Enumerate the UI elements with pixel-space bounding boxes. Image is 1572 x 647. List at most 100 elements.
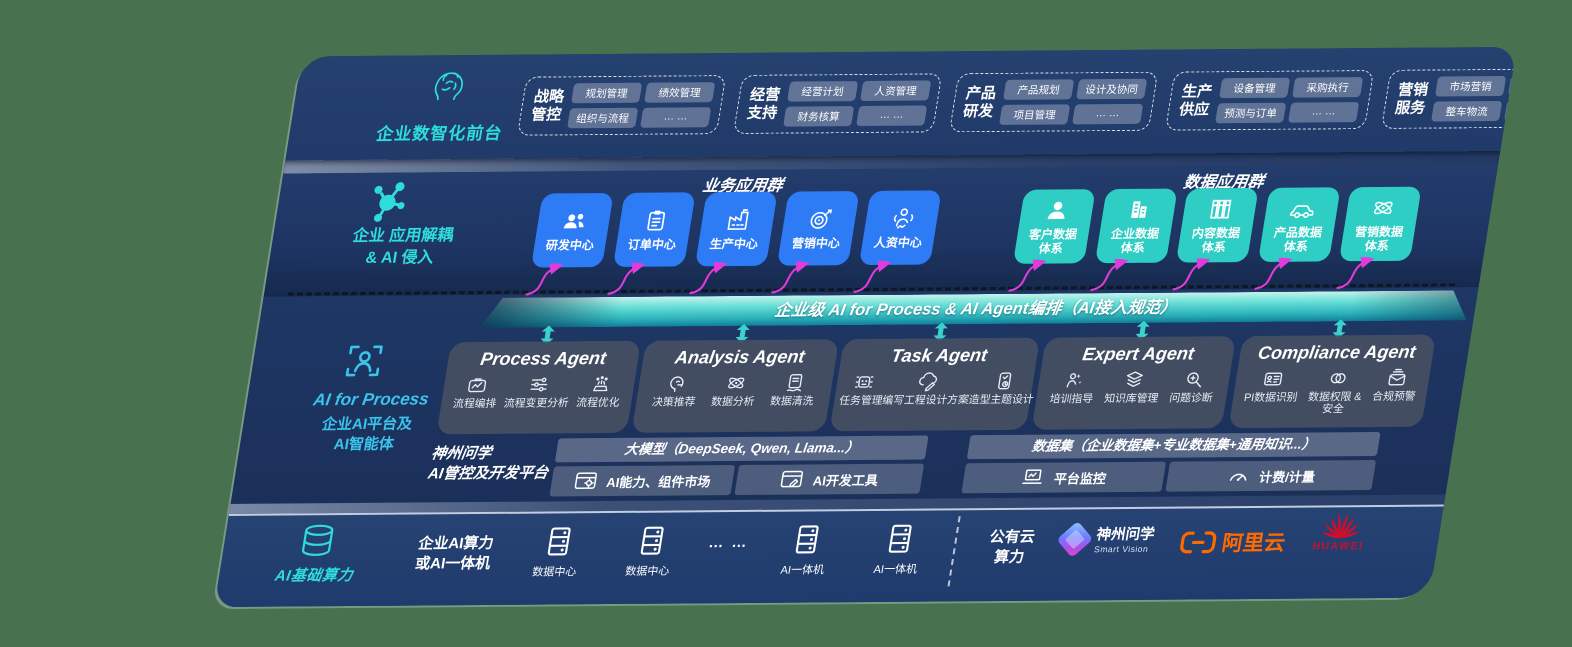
models-bar: 大模型（DeepSeek, Qwen, Llama...）	[554, 435, 929, 463]
agent-item-label: 知识库管理	[1103, 392, 1160, 406]
agent-item: 编写工程设计方案	[881, 370, 973, 407]
double-arrow-icon	[540, 325, 555, 345]
tile-rd-center: 研发中心	[530, 192, 614, 268]
agent-item-label: 编写工程设计方案	[881, 394, 970, 407]
agent-item-label: 流程变更分析	[502, 397, 570, 410]
huawei-petals-icon	[1319, 511, 1363, 539]
cloud-line2: 算力	[992, 549, 1026, 567]
tile-label: 营销中心	[790, 235, 842, 251]
node-label: 数据中心	[531, 566, 578, 579]
window-pen-icon	[778, 467, 806, 491]
decision-icon	[664, 372, 690, 394]
module-pill: 项目管理	[999, 104, 1071, 125]
dataset-bar: 数据集（企业数据集+专业数据集+通用知识...）	[966, 431, 1381, 460]
tile-hr-center: 人资中心	[858, 190, 942, 266]
ellipsis-nodes: … …	[707, 533, 751, 552]
agent-title: Analysis Agent	[673, 346, 807, 368]
module-pill: 整车物流	[1431, 100, 1503, 122]
tile-order-center: 订单中心	[612, 192, 696, 267]
platform-label-line1: 神州问学	[429, 444, 493, 463]
tile-label: 客户数据体系	[1027, 227, 1079, 256]
agent-title: Expert Agent	[1081, 343, 1196, 365]
alicloud-bracket-icon	[1177, 529, 1219, 555]
sliders-icon	[526, 373, 552, 395]
atom-icon	[723, 372, 749, 394]
tile-product-data: 产品数据体系	[1257, 187, 1341, 262]
cell-label: AI开发工具	[811, 472, 880, 488]
platform-label-line2: AI管控及开发平台	[426, 464, 550, 483]
group-label: 产品研发	[961, 84, 998, 120]
gauge-icon	[1225, 464, 1253, 488]
hr-icon	[887, 205, 917, 231]
agent-card-analysis: Analysis Agent 决策推荐 数据分析 数据清洗	[631, 339, 840, 433]
cloud-line1: 公有云	[988, 528, 1037, 547]
window-gear-icon	[572, 469, 600, 493]
module-pill: … …	[1288, 102, 1360, 123]
scan-person-icon	[338, 338, 391, 384]
order-icon	[641, 207, 671, 233]
agent-item: 决策推荐	[651, 372, 700, 409]
factory-icon	[723, 206, 753, 232]
agent-item-label: 问题诊断	[1168, 392, 1214, 405]
tile-label: 营销数据体系	[1353, 224, 1405, 253]
trainer-icon	[1062, 369, 1088, 391]
cloud-pen-icon	[916, 370, 942, 392]
agent-item: 流程优化	[575, 373, 624, 410]
platform-label: 神州问学 AI管控及开发平台	[426, 443, 556, 485]
agent-item: PI数据识别	[1243, 368, 1302, 405]
server-icon	[635, 525, 670, 557]
server-icon	[790, 523, 825, 555]
marketing-icon	[1368, 195, 1398, 221]
agent-item-label: 合规预警	[1371, 390, 1417, 404]
agent-item: 造型主题设计	[968, 370, 1039, 407]
infra-label: AI基础算力	[273, 567, 355, 585]
smartvision-logo: 神州问学 Smart Vision	[1056, 520, 1156, 558]
tile-label: 产品数据体系	[1272, 225, 1324, 254]
module-pill: 设备管理	[1219, 77, 1291, 99]
module-pill: … …	[856, 105, 928, 127]
module-pill: 市场营销	[1435, 75, 1507, 97]
agent-title: Process Agent	[479, 348, 608, 370]
cell-ai-dev-tools: AI开发工具	[734, 463, 925, 496]
content-icon	[1205, 196, 1235, 222]
cell-label: 平台监控	[1052, 470, 1108, 487]
agent-item: 问题诊断	[1168, 368, 1217, 405]
cell-label: 计费/计量	[1258, 468, 1317, 485]
product-icon	[1287, 195, 1317, 221]
agent-title: Task Agent	[889, 345, 989, 366]
tile-label: 生产中心	[708, 236, 760, 251]
compute-line1: 企业AI算力	[417, 534, 495, 553]
enterprise-compute-label: 企业AI算力 或AI一体机	[381, 534, 527, 574]
server-icon	[542, 525, 577, 557]
agent-item: 数据清洗	[769, 371, 818, 408]
agent-card-expert: Expert Agent 培训指导 知识库管理 问题诊断	[1031, 336, 1237, 430]
front-office-label: 企业数智化前台	[374, 123, 504, 144]
id-card-icon	[1261, 368, 1287, 390]
agent-item: 流程变更分析	[503, 373, 574, 410]
tile-marketing-data: 营销数据体系	[1338, 186, 1422, 262]
diagnose-icon	[1181, 368, 1207, 390]
agent-item-label: 任务管理	[838, 394, 884, 408]
double-arrow-icon	[933, 322, 948, 342]
module-pill: 经营计划	[787, 81, 859, 102]
module-pill: 规划管理	[571, 82, 643, 104]
agent-title: Compliance Agent	[1256, 341, 1418, 363]
tile-label: 研发中心	[544, 237, 596, 253]
style-check-icon	[991, 370, 1017, 392]
cell-billing-metering: 计费/计量	[1165, 459, 1377, 492]
alicloud-logo: 阿里云	[1177, 527, 1288, 558]
tile-label: 订单中心	[626, 237, 678, 252]
group-label: 生产供应	[1177, 83, 1214, 119]
module-pill: … …	[1504, 100, 1517, 121]
target-icon	[805, 206, 835, 232]
agent-item: 合规预警	[1371, 367, 1420, 404]
group-label: 战略管控	[529, 88, 566, 124]
layers-icon	[1121, 369, 1147, 391]
module-pill: 财务核算	[783, 106, 855, 127]
compute-line2: 或AI一体机	[413, 554, 492, 573]
laptop-icon	[1019, 466, 1047, 490]
module-pill: 客户关系	[1508, 75, 1517, 96]
agent-item-label: 流程优化	[575, 396, 621, 410]
agent-item: 培训指导	[1049, 369, 1098, 406]
group-product-rd: 产品研发 产品规划 设计及协同 项目管理 … …	[948, 71, 1159, 133]
